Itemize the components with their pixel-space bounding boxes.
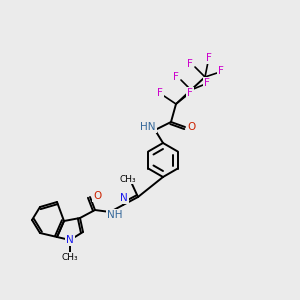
Text: NH: NH <box>107 210 123 220</box>
Text: N: N <box>66 235 74 245</box>
Text: F: F <box>187 59 193 69</box>
Text: CH₃: CH₃ <box>120 175 136 184</box>
Text: F: F <box>157 88 163 98</box>
Text: N: N <box>120 193 128 203</box>
Text: F: F <box>206 53 212 63</box>
Text: F: F <box>187 88 193 98</box>
Text: O: O <box>187 122 195 132</box>
Text: F: F <box>173 72 179 82</box>
Text: F: F <box>218 66 224 76</box>
Text: CH₃: CH₃ <box>62 253 78 262</box>
Text: O: O <box>93 191 101 201</box>
Text: HN: HN <box>140 122 156 132</box>
Text: F: F <box>204 78 210 88</box>
